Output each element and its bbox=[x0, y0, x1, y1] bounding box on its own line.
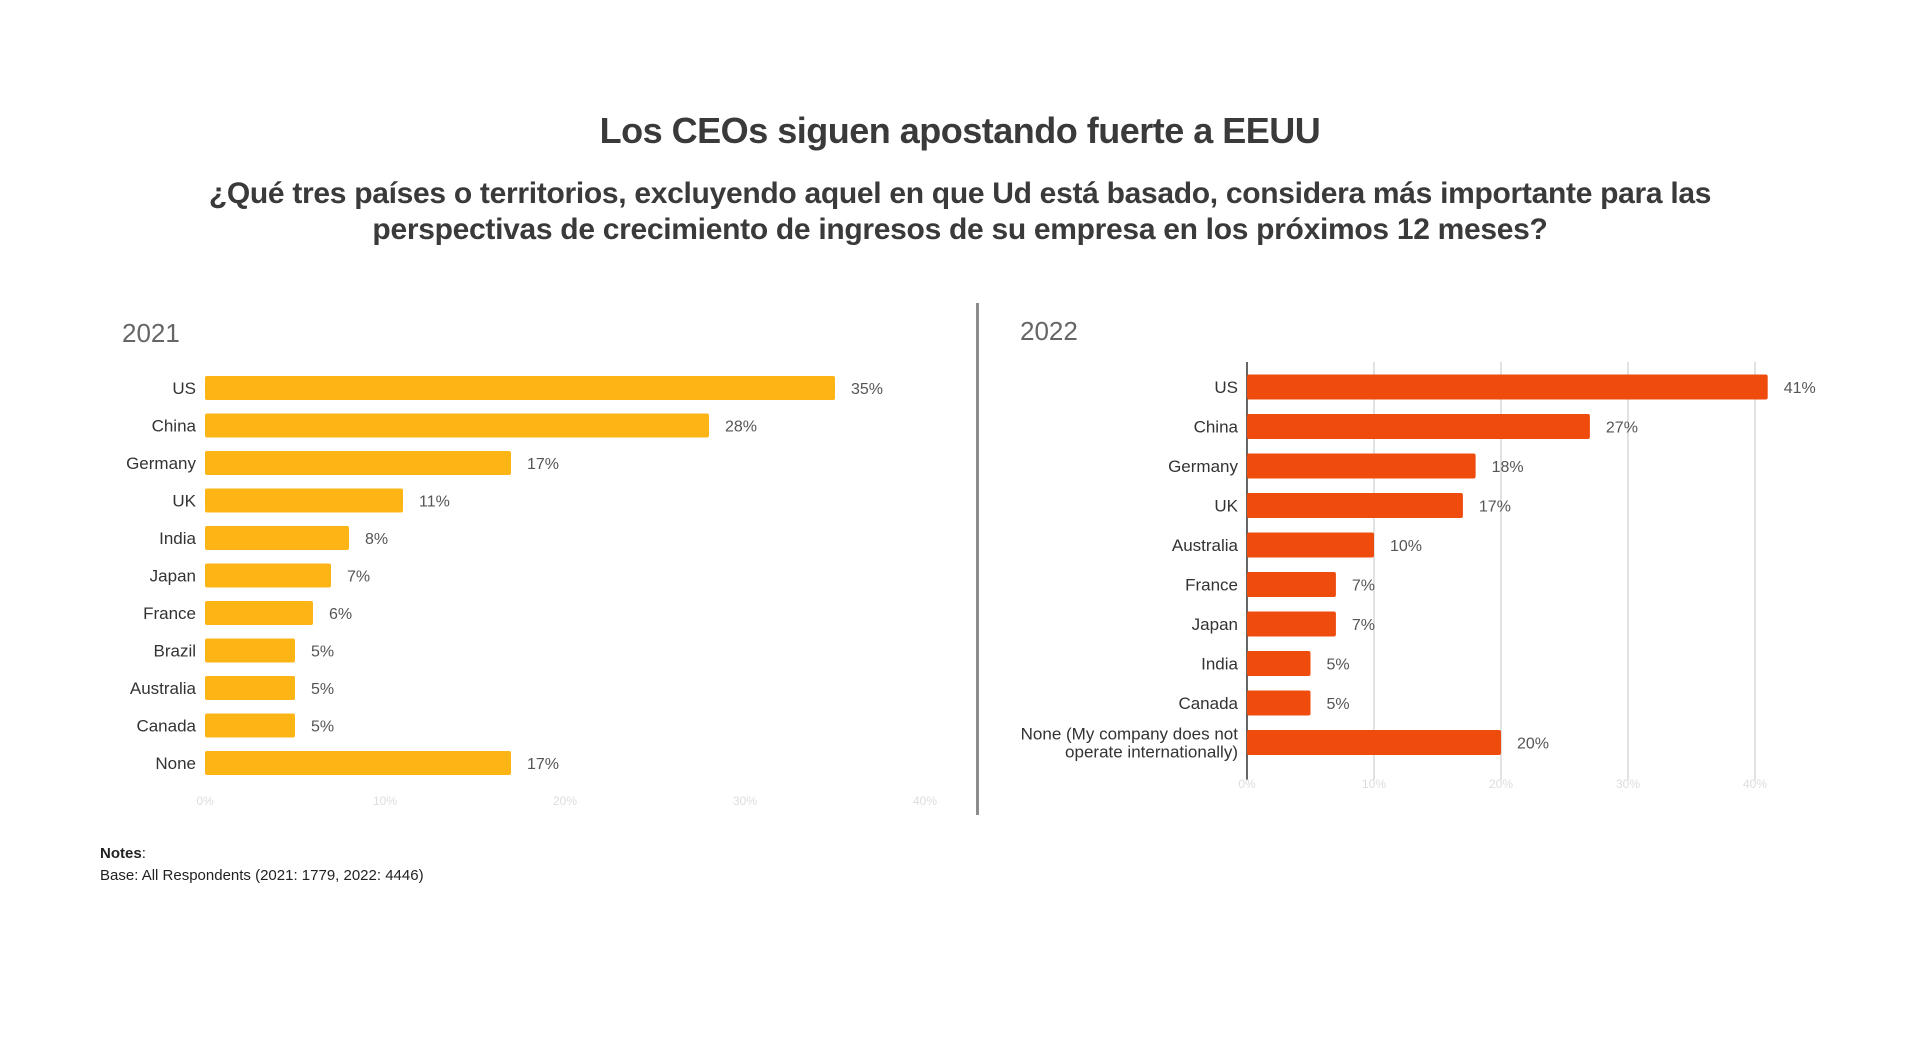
chart-2021-value-label: 17% bbox=[527, 456, 559, 473]
chart-2021-category-label: Canada bbox=[136, 717, 196, 736]
chart-2021-tick-label: 20% bbox=[553, 794, 577, 808]
chart-2021-value-label: 7% bbox=[347, 569, 370, 586]
chart-2021-bar bbox=[205, 563, 331, 588]
chart-2021-bar bbox=[205, 676, 295, 700]
chart-2022-bar bbox=[1247, 572, 1336, 597]
chart-2021-value-label: 35% bbox=[851, 381, 883, 398]
chart-2021-svg: US 35% China 28% Germany 17% UK 11% India 8% Japan… bbox=[126, 376, 937, 808]
chart-2022-category-label: Germany bbox=[1168, 457, 1238, 476]
chart-2022-bar bbox=[1247, 611, 1336, 637]
chart-2021-tick-label: 40% bbox=[913, 794, 937, 808]
chart-2021-category-label: US bbox=[172, 379, 196, 398]
chart-2021-bar bbox=[205, 376, 835, 400]
chart-2021-bar bbox=[205, 638, 295, 663]
chart-2021-value-label: 6% bbox=[329, 606, 352, 623]
chart-2022-title: 2022 bbox=[1020, 316, 1078, 346]
chart-2021-category-label: Japan bbox=[150, 567, 196, 586]
chart-2022-svg: US 41% China 27% Germany 18% UK 17% Australia 10%… bbox=[1021, 362, 1816, 791]
chart-2022-category-label: UK bbox=[1214, 497, 1238, 516]
chart-2022-tick-label: 30% bbox=[1616, 777, 1640, 791]
chart-2021-category-label: Australia bbox=[130, 679, 197, 698]
chart-2021-bar bbox=[205, 601, 313, 625]
chart-2022-value-label: 27% bbox=[1606, 420, 1638, 437]
chart-2021-bar bbox=[205, 488, 403, 513]
chart-2021-category-label: None bbox=[155, 754, 196, 773]
chart-2022-category-label: Japan bbox=[1192, 615, 1238, 634]
chart-2022-tick-label: 0% bbox=[1238, 777, 1256, 791]
chart-2021-category-label: India bbox=[159, 529, 196, 548]
chart-2022-value-label: 7% bbox=[1352, 578, 1375, 595]
chart-2022-value-label: 5% bbox=[1327, 657, 1350, 674]
chart-2022-category-label: India bbox=[1201, 655, 1238, 674]
chart-2021-value-label: 11% bbox=[419, 494, 450, 511]
notes: Notes: Base: All Respondents (2021: 1779… bbox=[100, 843, 424, 887]
chart-2022-bar bbox=[1247, 651, 1311, 676]
chart-2021: 2021 US 35% China 28% Germany 17% UK 11% India 8%… bbox=[100, 300, 950, 820]
chart-2022-bar bbox=[1247, 453, 1476, 479]
chart-2022-tick-label: 10% bbox=[1362, 777, 1386, 791]
chart-2021-value-label: 5% bbox=[311, 681, 334, 698]
chart-2022-bar bbox=[1247, 730, 1501, 755]
chart-2022-bar bbox=[1247, 493, 1463, 518]
notes-base: Base: All Respondents (2021: 1779, 2022:… bbox=[100, 867, 424, 884]
chart-2021-bar bbox=[205, 751, 511, 775]
chart-2021-category-label: Brazil bbox=[153, 642, 196, 661]
chart-2022-category-label: Australia bbox=[1172, 536, 1239, 555]
chart-2021-title: 2021 bbox=[122, 318, 180, 348]
chart-2022-category-label: US bbox=[1214, 378, 1238, 397]
chart-2022-bar bbox=[1247, 532, 1374, 558]
chart-2022-value-label: 7% bbox=[1352, 617, 1375, 634]
chart-2021-value-label: 28% bbox=[725, 419, 757, 436]
page-subtitle: ¿Qué tres países o territorios, excluyen… bbox=[208, 177, 1712, 246]
chart-2021-category-label: China bbox=[152, 417, 197, 436]
chart-2021-bar bbox=[205, 451, 511, 475]
chart-2021-tick-label: 30% bbox=[733, 794, 757, 808]
chart-2022-bar bbox=[1247, 374, 1768, 400]
chart-2021-tick-label: 10% bbox=[373, 794, 397, 808]
chart-2022-category-label: None (My company does not operate interna… bbox=[1021, 725, 1239, 762]
page-title: Los CEOs siguen apostando fuerte a EEUU bbox=[599, 110, 1321, 151]
chart-2022-bar bbox=[1247, 414, 1590, 439]
chart-2022-category-label: France bbox=[1185, 576, 1238, 595]
chart-2021-value-label: 8% bbox=[365, 531, 388, 548]
panel-divider bbox=[976, 303, 979, 815]
chart-2022-value-label: 20% bbox=[1517, 736, 1549, 753]
notes-colon: : bbox=[141, 845, 146, 862]
chart-2021-category-label: Germany bbox=[126, 454, 196, 473]
chart-2022-value-label: 18% bbox=[1492, 459, 1524, 476]
chart-2022-tick-label: 20% bbox=[1489, 777, 1513, 791]
chart-2022-value-label: 41% bbox=[1784, 380, 1816, 397]
chart-2022-value-label: 5% bbox=[1327, 696, 1350, 713]
chart-2022-value-label: 17% bbox=[1479, 499, 1511, 516]
chart-2021-value-label: 5% bbox=[311, 644, 334, 661]
chart-2022-tick-label: 40% bbox=[1743, 777, 1767, 791]
chart-2021-tick-label: 0% bbox=[196, 794, 214, 808]
notes-heading: Notes bbox=[100, 845, 142, 862]
chart-2021-bar bbox=[205, 526, 349, 550]
chart-2022-category-label: China bbox=[1194, 418, 1239, 437]
chart-2022-value-label: 10% bbox=[1390, 538, 1422, 555]
chart-2021-category-label: France bbox=[143, 604, 196, 623]
chart-2021-value-label: 17% bbox=[527, 756, 559, 773]
chart-2022: 2022 US 41% China 27% Germany 18% UK 17% Austral… bbox=[990, 300, 1850, 820]
chart-2021-bar bbox=[205, 713, 295, 738]
chart-2021-category-label: UK bbox=[172, 492, 196, 511]
chart-2022-category-label: Canada bbox=[1178, 694, 1238, 713]
chart-2022-bar bbox=[1247, 690, 1311, 716]
chart-2021-bar bbox=[205, 413, 709, 438]
chart-2021-value-label: 5% bbox=[311, 719, 334, 736]
